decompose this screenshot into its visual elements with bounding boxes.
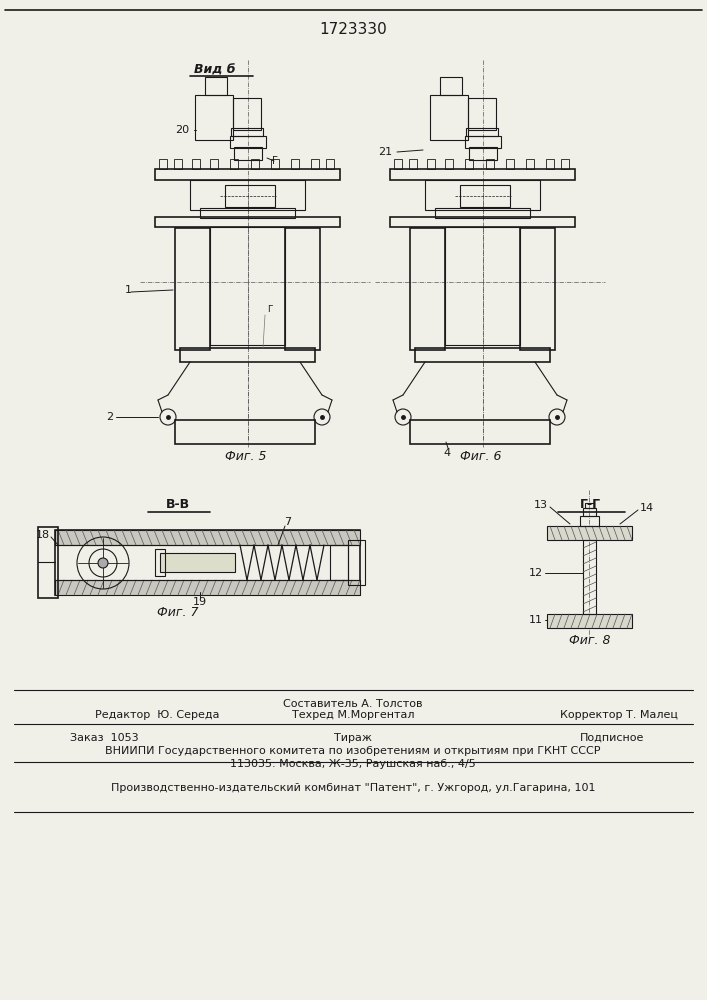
Text: Подписное: Подписное bbox=[580, 733, 644, 743]
Bar bbox=[210, 159, 218, 169]
Text: 1: 1 bbox=[124, 285, 132, 295]
Bar bbox=[175, 228, 210, 350]
Bar bbox=[580, 516, 599, 526]
Text: ВНИИПИ Государственного комитета по изобретениям и открытиям при ГКНТ СССР: ВНИИПИ Государственного комитета по изоб… bbox=[105, 746, 601, 756]
Text: 2: 2 bbox=[107, 412, 114, 422]
Bar bbox=[231, 128, 263, 136]
Bar bbox=[155, 549, 165, 576]
Bar bbox=[192, 159, 200, 169]
Bar bbox=[394, 159, 402, 169]
Circle shape bbox=[98, 558, 108, 568]
Bar bbox=[348, 540, 365, 585]
Bar bbox=[251, 159, 259, 169]
Text: 19: 19 bbox=[193, 597, 207, 607]
Bar bbox=[233, 98, 261, 130]
Bar bbox=[200, 208, 295, 218]
Text: Корректор Т. Малец: Корректор Т. Малец bbox=[560, 710, 678, 720]
Bar bbox=[445, 227, 520, 345]
Bar bbox=[440, 77, 462, 95]
Bar bbox=[486, 159, 494, 169]
Bar bbox=[526, 159, 534, 169]
Text: Производственно-издательский комбинат "Патент", г. Ужгород, ул.Гагарина, 101: Производственно-издательский комбинат "П… bbox=[111, 783, 595, 793]
Text: 20: 20 bbox=[175, 125, 189, 135]
Text: 1723330: 1723330 bbox=[319, 22, 387, 37]
Bar bbox=[205, 77, 227, 95]
Bar bbox=[465, 159, 473, 169]
Text: 11: 11 bbox=[529, 615, 543, 625]
Text: Г: Г bbox=[272, 156, 278, 166]
Bar bbox=[159, 159, 167, 169]
Text: Фиг. 8: Фиг. 8 bbox=[569, 634, 611, 647]
Bar bbox=[409, 159, 417, 169]
Text: Фиг. 5: Фиг. 5 bbox=[226, 450, 267, 464]
Text: Фиг. 7: Фиг. 7 bbox=[157, 605, 199, 618]
Bar bbox=[427, 159, 435, 169]
Text: 4: 4 bbox=[443, 448, 450, 458]
Bar bbox=[330, 545, 348, 580]
Bar bbox=[174, 159, 182, 169]
Bar bbox=[180, 348, 315, 362]
Bar bbox=[583, 508, 596, 516]
Bar bbox=[390, 217, 575, 227]
Bar bbox=[425, 180, 540, 210]
Bar bbox=[435, 208, 530, 218]
Text: Фиг. 6: Фиг. 6 bbox=[460, 450, 502, 464]
Bar bbox=[285, 228, 320, 350]
Bar bbox=[190, 180, 305, 210]
Text: Редактор  Ю. Середа: Редактор Ю. Середа bbox=[95, 710, 219, 720]
Bar bbox=[230, 136, 266, 148]
Bar bbox=[546, 159, 554, 169]
Bar bbox=[210, 227, 285, 345]
Bar bbox=[465, 136, 501, 148]
Bar bbox=[195, 95, 233, 140]
Bar bbox=[410, 228, 445, 350]
Text: 7: 7 bbox=[284, 517, 291, 527]
Text: Заказ  1053: Заказ 1053 bbox=[70, 733, 139, 743]
Text: Тираж: Тираж bbox=[334, 733, 372, 743]
Text: Вид б: Вид б bbox=[194, 64, 235, 77]
Bar bbox=[410, 420, 550, 444]
Bar bbox=[390, 169, 575, 180]
Bar bbox=[326, 159, 334, 169]
Bar bbox=[225, 185, 275, 207]
Text: 18: 18 bbox=[36, 530, 50, 540]
Bar bbox=[415, 348, 550, 362]
Bar bbox=[547, 614, 632, 628]
Bar bbox=[468, 98, 496, 130]
Bar bbox=[445, 159, 453, 169]
Text: Составитель А. Толстов: Составитель А. Толстов bbox=[284, 699, 423, 709]
Bar bbox=[155, 169, 340, 180]
Text: 14: 14 bbox=[640, 503, 654, 513]
Text: Г-Г: Г-Г bbox=[580, 498, 600, 512]
Bar bbox=[55, 530, 360, 545]
Bar bbox=[230, 159, 238, 169]
Text: 13: 13 bbox=[534, 500, 548, 510]
Bar bbox=[430, 95, 468, 140]
Bar bbox=[561, 159, 569, 169]
Bar bbox=[160, 553, 235, 572]
Bar bbox=[38, 527, 58, 598]
Bar bbox=[469, 147, 497, 160]
Bar bbox=[55, 530, 360, 595]
Text: 21: 21 bbox=[378, 147, 392, 157]
Text: В-В: В-В bbox=[166, 498, 190, 512]
Bar bbox=[547, 526, 632, 540]
Text: 12: 12 bbox=[529, 568, 543, 578]
Bar bbox=[585, 503, 594, 508]
Bar bbox=[271, 159, 279, 169]
Bar bbox=[55, 580, 360, 595]
Bar bbox=[583, 540, 596, 614]
Bar bbox=[155, 217, 340, 227]
Bar bbox=[460, 185, 510, 207]
Text: Техред М.Моргентал: Техред М.Моргентал bbox=[292, 710, 414, 720]
Bar bbox=[311, 159, 319, 169]
Bar bbox=[291, 159, 299, 169]
Bar bbox=[234, 147, 262, 160]
Bar bbox=[520, 228, 555, 350]
Text: Г: Г bbox=[267, 306, 273, 314]
Bar bbox=[506, 159, 514, 169]
Text: 113035. Москва, Ж-35, Раушская наб., 4/5: 113035. Москва, Ж-35, Раушская наб., 4/5 bbox=[230, 759, 476, 769]
Bar bbox=[466, 128, 498, 136]
Bar bbox=[175, 420, 315, 444]
